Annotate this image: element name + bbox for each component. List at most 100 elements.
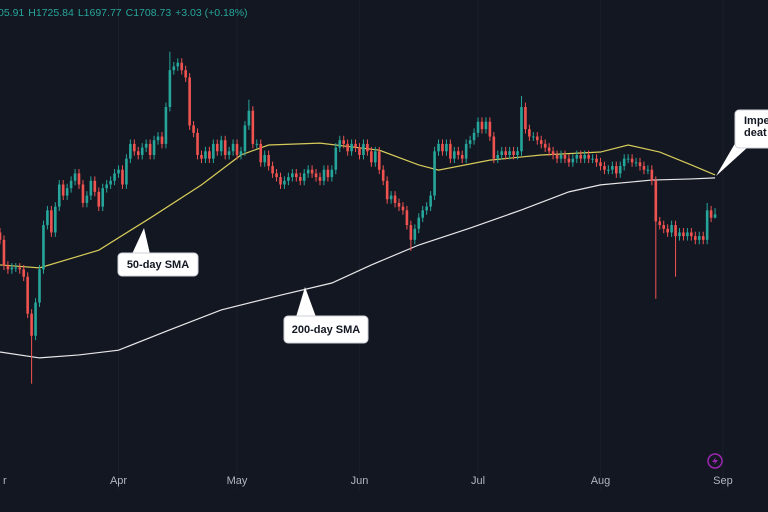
sma-lines xyxy=(0,142,716,359)
candle-body xyxy=(294,173,298,178)
candle-body xyxy=(591,158,594,160)
candle-body xyxy=(342,140,346,144)
candle-body xyxy=(61,184,65,196)
candle-body xyxy=(0,232,2,240)
candle-body xyxy=(54,206,57,233)
x-tick-label: Sep xyxy=(713,475,733,487)
candle-body xyxy=(500,151,504,155)
candle-body xyxy=(520,107,523,152)
candle-body xyxy=(152,140,156,155)
candle-body xyxy=(441,143,444,152)
sma50-callout-pointer xyxy=(132,228,150,254)
candle-body xyxy=(401,206,405,211)
candle-body xyxy=(678,232,681,237)
candle-body xyxy=(393,195,397,203)
candle-body xyxy=(571,158,575,163)
cross-callout-pointer xyxy=(716,140,748,176)
candle-body xyxy=(555,154,559,159)
candle-body xyxy=(354,143,357,148)
ohlc-header: 05.91 H1725.84 L1697.77 C1708.73 +3.03 (+0.1… xyxy=(0,7,248,19)
candle-body xyxy=(168,70,172,108)
candle-body xyxy=(397,202,401,207)
candle-body xyxy=(524,107,527,130)
candle-body xyxy=(133,143,136,152)
candle-body xyxy=(287,177,290,181)
cross-label: Impe xyxy=(744,115,768,127)
candle-body xyxy=(200,154,203,159)
candle-body xyxy=(381,169,385,181)
candle-body xyxy=(164,107,168,144)
candle-body xyxy=(330,169,334,178)
candle-body xyxy=(208,151,211,159)
sma200-callout-box xyxy=(283,315,369,344)
sma50-callout-box xyxy=(117,252,199,277)
candle-body xyxy=(338,140,342,148)
candle-body xyxy=(156,136,160,141)
candle-body xyxy=(650,169,654,181)
candle-body xyxy=(334,147,338,170)
candle-body xyxy=(646,169,650,171)
candle-body xyxy=(460,154,464,159)
sma50-label: 50-day SMA xyxy=(127,259,189,271)
sma200-callout-pointer xyxy=(296,287,316,317)
cross-label: deat xyxy=(744,127,767,139)
candle-body xyxy=(188,77,191,126)
candle-body xyxy=(247,110,251,126)
candle-body xyxy=(599,162,602,167)
candle-body xyxy=(484,121,488,130)
candle-body xyxy=(445,143,448,152)
candle-body xyxy=(370,151,373,163)
candle-body xyxy=(539,140,543,144)
event-circle xyxy=(707,453,723,469)
candle-body xyxy=(239,151,243,155)
candle-body xyxy=(271,166,274,174)
candle-body xyxy=(567,158,571,163)
candle-body xyxy=(81,184,85,203)
candle-body xyxy=(366,143,369,152)
candle-body xyxy=(670,225,673,233)
event-icon[interactable] xyxy=(707,453,723,469)
candles xyxy=(0,51,717,384)
header-item: H1725.84 xyxy=(28,7,74,19)
candle-body xyxy=(38,269,41,303)
candle-body xyxy=(504,151,507,155)
candle-body xyxy=(453,151,456,159)
candle-body xyxy=(437,143,440,152)
candle-body xyxy=(148,143,152,155)
candle-body xyxy=(405,210,409,226)
candle-body xyxy=(101,188,105,207)
candle-body xyxy=(642,166,646,170)
candle-body xyxy=(705,210,709,240)
candle-body xyxy=(508,151,511,155)
candle-body xyxy=(113,173,116,181)
candle-body xyxy=(184,70,187,78)
candle-body xyxy=(283,180,286,185)
sma200-label: 200-day SMA xyxy=(292,324,361,336)
candle-body xyxy=(626,158,630,160)
candle-body xyxy=(85,195,89,203)
candle-body xyxy=(302,173,306,181)
candle-body xyxy=(6,265,10,270)
candle-body xyxy=(219,140,223,152)
candle-body xyxy=(413,228,417,240)
candle-body xyxy=(595,158,598,163)
sma-line xyxy=(0,142,716,269)
candle-body xyxy=(172,66,176,71)
candle-body xyxy=(346,143,349,152)
candle-body xyxy=(291,173,294,178)
candle-body xyxy=(559,154,563,159)
candle-body xyxy=(694,236,697,240)
candle-body xyxy=(535,136,539,141)
header-item: +3.03 (+0.18%) xyxy=(175,7,247,19)
candle-body xyxy=(57,184,61,207)
candle-body xyxy=(622,158,626,167)
candle-body xyxy=(30,313,33,336)
candle-body xyxy=(456,151,460,155)
candle-body xyxy=(690,232,693,237)
candle-body xyxy=(686,232,689,237)
candle-body xyxy=(26,276,29,314)
header-item: 05.91 xyxy=(0,7,24,19)
candle-body xyxy=(117,169,120,174)
grid xyxy=(0,0,723,490)
